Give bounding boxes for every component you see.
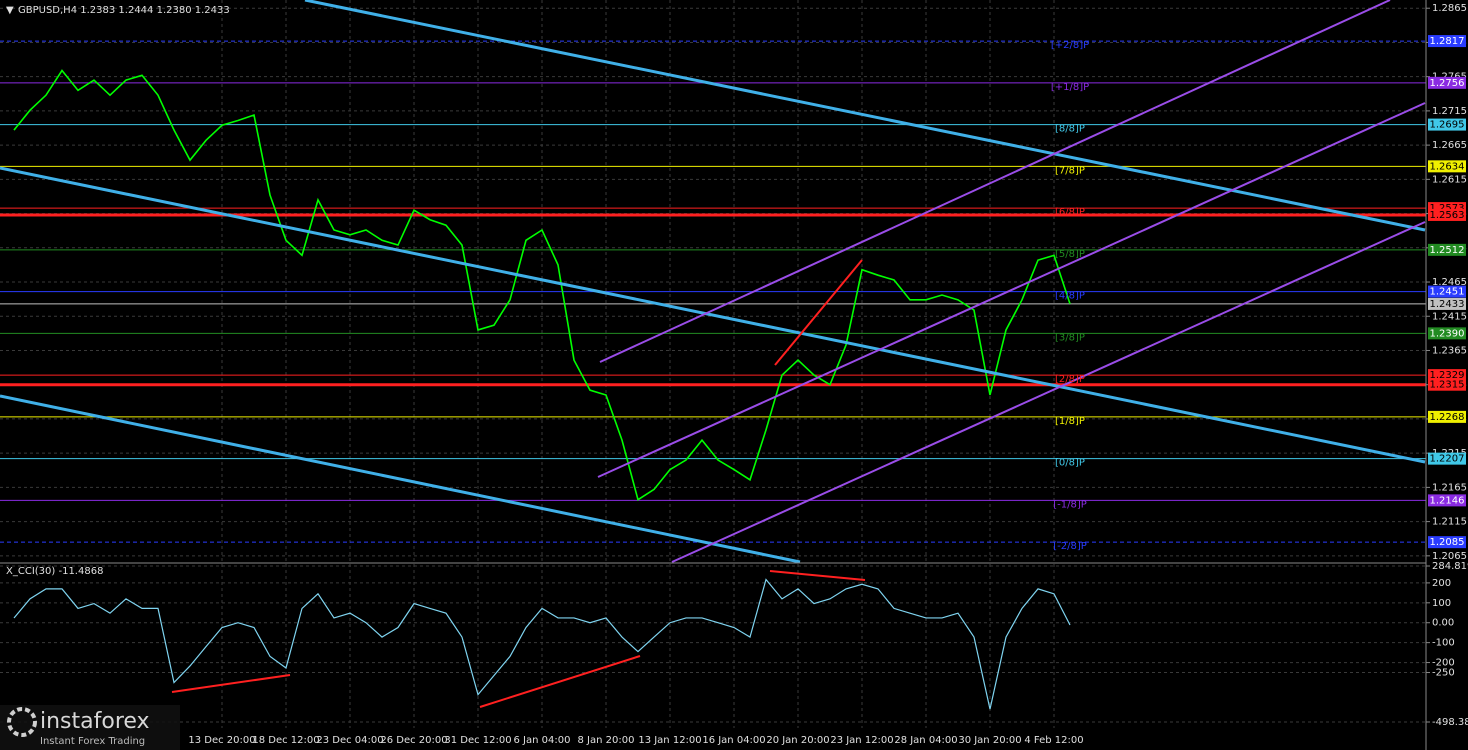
x-tick-label: 6 Jan 04:00 [514,735,571,746]
price-box [1428,118,1466,131]
price-box-label: 1.2329 [1430,370,1465,381]
price-box [1428,378,1466,391]
y-tick-label: 200 [1432,578,1451,589]
y-tick-label: 1.2715 [1432,106,1467,117]
x-tick-label: 26 Dec 20:00 [380,735,447,746]
murray-label: [2/8]P [1055,374,1085,385]
x-tick-label: 23 Dec 04:00 [316,735,383,746]
murray-label: [+1/8]P [1051,82,1089,93]
y-tick-label: 1.2465 [1432,277,1467,288]
y-tick-label: 1.2065 [1432,551,1467,562]
rising-channel [597,102,1426,478]
logo-icon [7,707,37,737]
cci-line [13,578,1071,710]
price-box [1428,285,1466,298]
y-tick-label: 0.00 [1432,618,1454,629]
price-box [1428,452,1466,465]
murray-label: [-2/8]P [1053,541,1087,552]
price-box-label: 1.2146 [1430,495,1465,506]
murray-label: [8/8]P [1055,124,1085,135]
x-tick-label: 13 Dec 20:00 [188,735,255,746]
price-box-label: 1.2756 [1430,78,1465,89]
y-tick-label: -100 [1432,638,1455,649]
y-tick-label: 1.2615 [1432,174,1467,185]
trend-channel [304,0,1426,232]
y-tick-label: 1.2865 [1432,3,1467,14]
price-box-label: 1.2268 [1430,412,1465,423]
watermark-box [0,705,180,750]
y-tick-label: 1.2115 [1432,517,1467,528]
price-box [1428,35,1466,48]
y-tick-label: -498.385 [1432,717,1468,728]
x-tick-label: 31 Dec 12:00 [444,735,511,746]
divergence-line [479,655,641,708]
price-box [1428,160,1466,173]
x-tick-label: 23 Jan 12:00 [830,735,893,746]
price-box [1428,208,1466,221]
collapse-icon: ▼ [6,5,14,16]
rising-channel [599,0,1391,363]
murray-label: [3/8]P [1055,332,1085,343]
trend-channel [0,394,801,564]
price-box [1428,410,1466,423]
x-tick-label: 20 Jan 20:00 [766,735,829,746]
murray-label: [4/8]P [1055,291,1085,302]
brand: instaforex [40,709,150,734]
price-line [13,69,1071,501]
price-box [1428,243,1466,256]
price-box-label: 1.2695 [1430,120,1465,131]
price-box-label: 1.2563 [1430,210,1465,221]
y-tick-label: 1.2415 [1432,311,1467,322]
price-box-label: 1.2512 [1430,245,1465,256]
price-box-label: 1.2315 [1430,380,1465,391]
trend-channel [0,166,1426,464]
murray-label: [1/8]P [1055,416,1085,427]
drawings [0,0,1427,750]
price-box-label: 1.2433 [1430,299,1465,310]
x-tick-label: 30 Jan 20:00 [958,735,1021,746]
price-box [1428,297,1466,310]
murray-label: [-1/8]P [1053,499,1087,510]
y-tick-label: -250 [1432,668,1455,679]
divergence-line [171,674,291,693]
murray-label: [+2/8]P [1051,40,1089,51]
divergence-line [774,259,863,366]
rising-channel [671,221,1426,563]
tagline: Instant Forex Trading [40,736,145,747]
murray-label: [7/8]P [1055,165,1085,176]
x-tick-label: 16 Jan 04:00 [702,735,765,746]
price-box [1428,327,1466,340]
price-box-label: 1.2451 [1430,287,1465,298]
y-tick-label: 284.8197 [1432,561,1468,572]
chart-title: GBPUSD,H4 1.2383 1.2444 1.2380 1.2433 [18,5,230,16]
murray-label: [5/8]P [1055,249,1085,260]
x-tick-label: 28 Jan 04:00 [894,735,957,746]
y-tick-label: 1.2365 [1432,345,1467,356]
price-box-label: 1.2573 [1430,203,1465,214]
price-box [1428,369,1466,382]
x-tick-label: 18 Dec 12:00 [252,735,319,746]
price-box-label: 1.2085 [1430,537,1465,548]
x-tick-label: 4 Feb 12:00 [1024,735,1083,746]
price-box [1428,76,1466,89]
price-box-label: 1.2817 [1430,36,1465,47]
x-tick-label: 13 Jan 12:00 [638,735,701,746]
y-tick-label: 1.2665 [1432,140,1467,151]
price-box [1428,536,1466,549]
price-box-label: 1.2390 [1430,328,1465,339]
murray-label: [0/8]P [1055,458,1085,469]
indicator-title: X_CCI(30) -11.4868 [6,566,103,577]
divergence-line [769,570,866,581]
price-box-label: 1.2207 [1430,454,1465,465]
murray-label: [6/8]P [1055,207,1085,218]
price-box [1428,494,1466,507]
y-tick-label: -200 [1432,658,1455,669]
y-tick-label: 100 [1432,598,1451,609]
price-box-label: 1.2634 [1430,161,1465,172]
x-tick-label: 8 Jan 20:00 [578,735,635,746]
y-tick-label: 1.2165 [1432,482,1467,493]
plot [0,0,1426,728]
